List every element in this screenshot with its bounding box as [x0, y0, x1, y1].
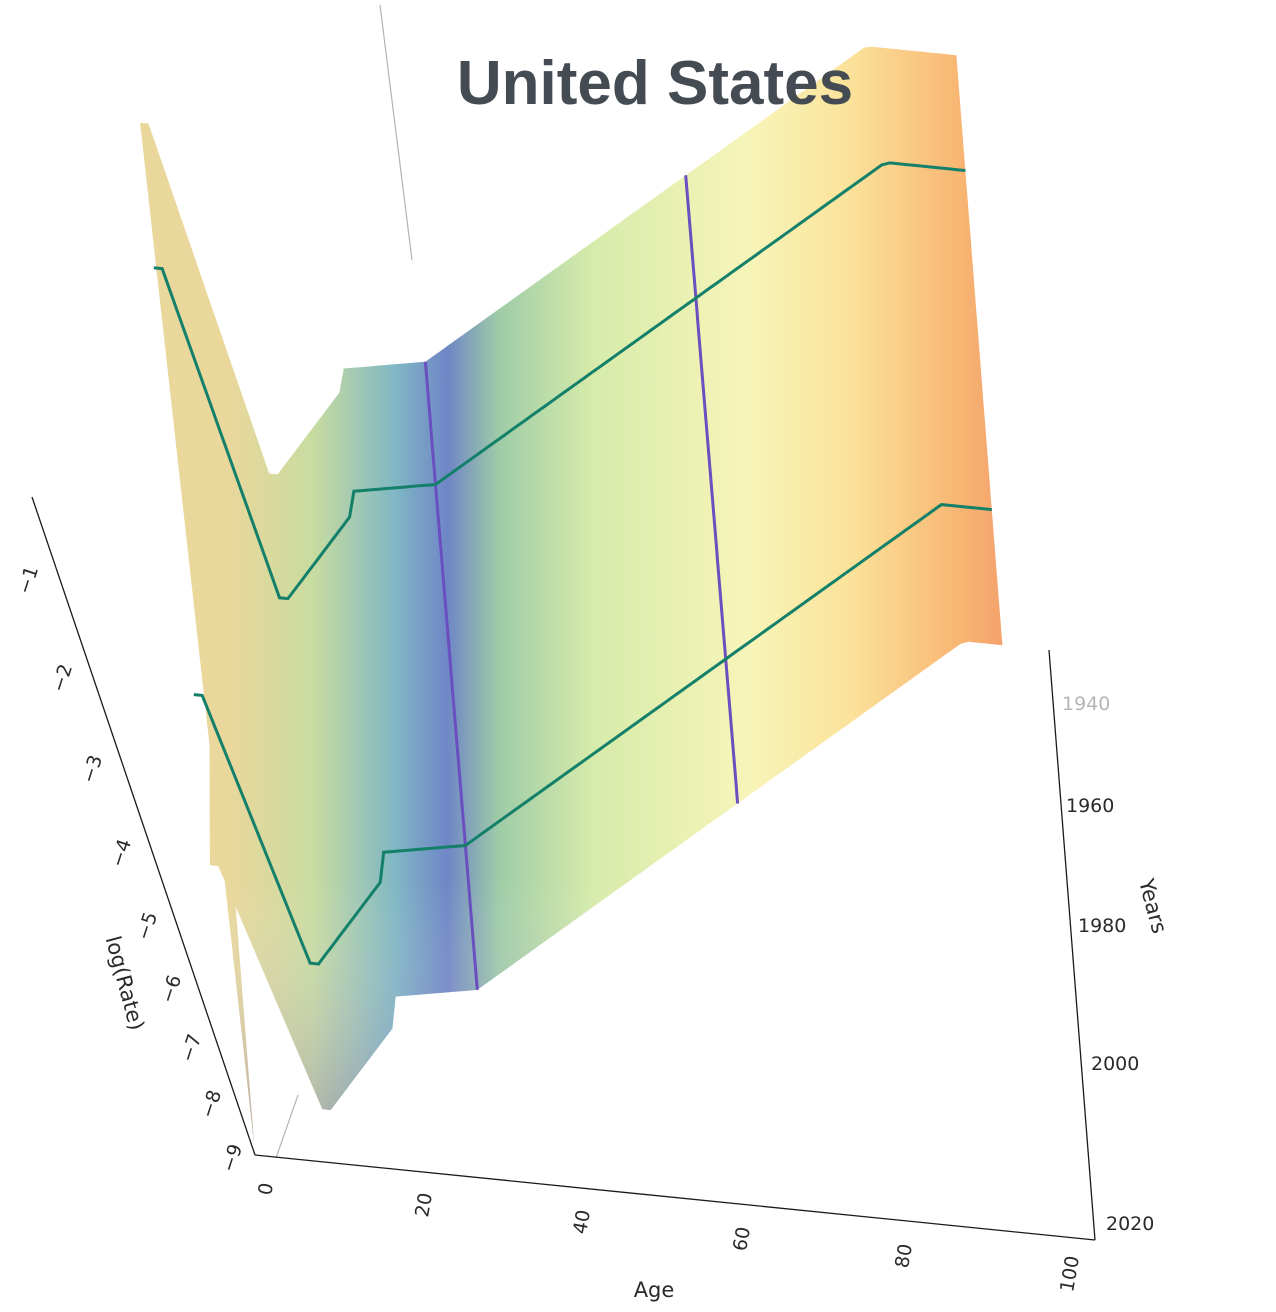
trend-line-age-30: [423, 361, 479, 991]
z-axis-ticks: −1 −2 −3 −4 −5 −6 −7 −8 −9: [14, 563, 248, 1174]
y-axis-line: [1048, 649, 1096, 1241]
x-tick-label: 60: [729, 1225, 755, 1253]
mortality-surface-shading: [140, 46, 1003, 1149]
x-tick-label: 0: [254, 1181, 278, 1197]
z-tick-label: −1: [14, 563, 44, 596]
y-tick-label: 1960: [1066, 795, 1114, 817]
z-tick-label: −7: [177, 1031, 207, 1064]
age-profile-line-2000: [193, 503, 992, 966]
z-axis-title: log(Rate): [101, 933, 149, 1032]
z-tick-label: −4: [107, 836, 137, 869]
y-tick-label: 1940: [1062, 693, 1110, 715]
age-profile-line-1950: [153, 161, 966, 601]
back-vertical-edge: [379, 4, 413, 261]
y-axis-title: Years: [1134, 875, 1172, 936]
z-tick-label: −5: [133, 909, 163, 942]
x-tick-label: 80: [891, 1242, 917, 1270]
y-tick-label: 1980: [1078, 915, 1126, 937]
z-tick-label: −9: [218, 1141, 248, 1174]
y-tick-label: 2020: [1106, 1213, 1154, 1235]
x-tick-label: 100: [1056, 1254, 1084, 1294]
z-axis-line: [31, 496, 256, 1156]
y-axis-ticks: 1940 1960 1980 2000 2020: [1062, 693, 1154, 1235]
z-tick-label: −3: [78, 752, 108, 785]
x-axis-ticks: 0 20 40 60 80 100: [254, 1181, 1084, 1294]
trend-line-age-65: [684, 175, 740, 804]
x-tick-label: 20: [411, 1191, 437, 1219]
x-tick-label: 40: [569, 1208, 595, 1236]
z-tick-label: −2: [48, 661, 78, 694]
chart-title: United States: [457, 49, 853, 118]
z-tick-label: −8: [197, 1087, 227, 1120]
z-tick-label: −6: [157, 972, 187, 1005]
x-axis-title: Age: [634, 1278, 675, 1302]
x-axis-line: [254, 1154, 1096, 1241]
y-tick-label: 2000: [1091, 1053, 1139, 1075]
front-vertical-edge: [275, 1094, 299, 1159]
